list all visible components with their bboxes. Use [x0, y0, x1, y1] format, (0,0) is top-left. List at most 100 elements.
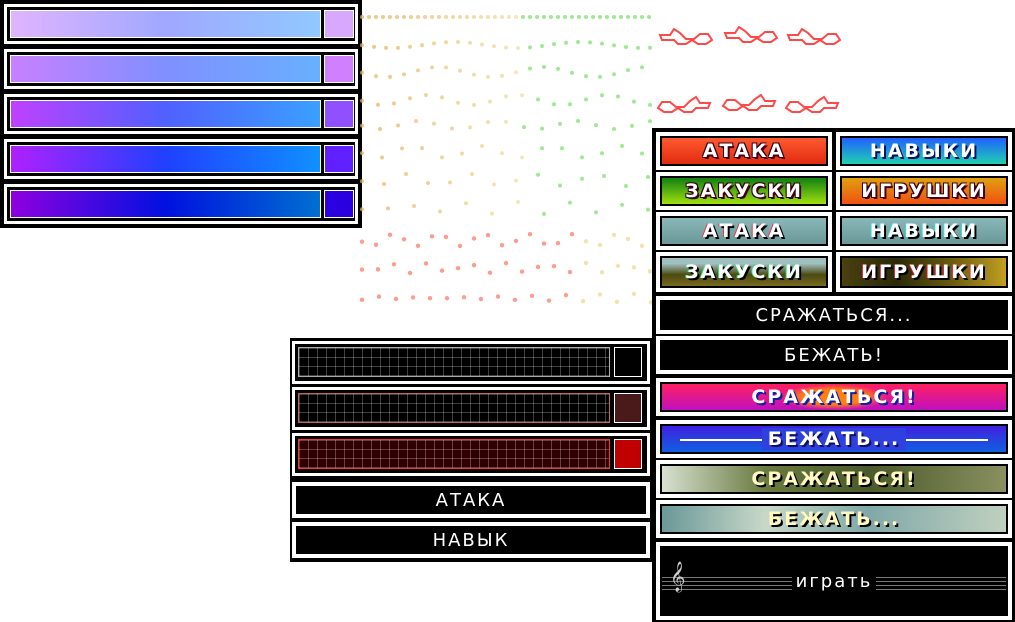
run-button-dark[interactable]: БЕЖАТЬ! — [656, 336, 1012, 374]
wave-dot — [443, 234, 449, 240]
grid-bar — [292, 341, 650, 384]
wave-dot — [560, 146, 564, 151]
wave-dot — [374, 74, 378, 79]
wave-dot — [520, 93, 524, 98]
wave-dot — [540, 126, 544, 131]
wave-dot — [396, 123, 400, 128]
snacks-button-green[interactable]: ЗАКУСКИ — [656, 172, 832, 210]
wave-dot — [412, 203, 416, 208]
skills-button-photo[interactable]: НАВЫКИ — [836, 212, 1012, 250]
play-button[interactable]: 𝄞 играть — [656, 542, 1012, 620]
wave-dot — [612, 72, 616, 77]
color-swatch — [324, 10, 354, 38]
wave-dot — [514, 70, 518, 75]
wave-dot — [597, 242, 603, 248]
wave-dot — [588, 40, 592, 45]
wave-dot — [458, 15, 462, 19]
wave-dot — [432, 41, 436, 46]
wave-dot — [646, 207, 650, 212]
wave-dot — [611, 232, 617, 238]
fight-button-color[interactable]: СРАЖАТЬСЯ! — [656, 378, 1012, 416]
wave-dot — [626, 68, 630, 73]
skill-button-dark[interactable]: НАВЫК — [292, 522, 650, 558]
wave-dot — [472, 72, 476, 77]
wave-dot — [616, 94, 620, 99]
wave-dot — [567, 269, 573, 275]
wave-dot — [423, 15, 427, 19]
wave-dot — [580, 176, 584, 181]
wave-dot — [437, 15, 441, 19]
wave-dot — [542, 15, 546, 19]
wave-dot — [648, 102, 652, 107]
hand-squiggles — [656, 25, 842, 113]
wave-dot — [504, 94, 508, 99]
wave-dot — [633, 15, 637, 19]
attack-button-red[interactable]: АТАКА — [656, 132, 832, 170]
wave-dot — [527, 231, 533, 237]
snacks-button-photo[interactable]: ЗАКУСКИ — [656, 252, 832, 292]
wave-dot — [456, 100, 460, 105]
fight-button-dark[interactable]: СРАЖАТЬСЯ... — [656, 296, 1012, 334]
fight-button-photo[interactable]: СРАЖАТЬСЯ! — [656, 460, 1012, 498]
wave-dot — [416, 68, 420, 73]
wave-dot — [646, 174, 650, 179]
wave-dot — [583, 239, 589, 244]
hand-squiggle-icon — [786, 27, 842, 45]
wave-dot — [598, 74, 602, 79]
attack-button-dark[interactable]: АТАКА — [292, 482, 650, 518]
wave-dot — [457, 243, 463, 249]
wave-dot — [640, 65, 644, 70]
wave-dot — [580, 155, 584, 160]
dark-bars-panel: АТАКА НАВЫК — [290, 338, 652, 562]
wave-dot — [479, 15, 483, 19]
button-panel: АТАКА НАВЫКИ ЗАКУСКИ ИГРУШКИ АТАКА НАВЫК… — [652, 128, 1015, 622]
attack-button-photo[interactable]: АТАКА — [656, 212, 832, 250]
fight-label: СРАЖАТЬСЯ! — [751, 386, 917, 408]
wave-dot — [549, 15, 553, 19]
wave-dot — [625, 236, 631, 242]
wave-dot — [584, 97, 588, 102]
wave-dot — [458, 68, 462, 73]
wave-dot — [552, 42, 556, 47]
wave-dot — [612, 43, 616, 48]
play-label: играть — [791, 570, 877, 592]
run-button-color[interactable]: БЕЖАТЬ... — [656, 420, 1012, 458]
wave-dot — [624, 183, 628, 188]
wave-dot — [360, 239, 365, 244]
wave-dot — [584, 74, 588, 79]
wave-dot — [632, 99, 636, 104]
wave-dot — [360, 207, 364, 212]
wave-dot — [360, 98, 364, 103]
wave-dot — [380, 155, 384, 160]
wave-dot — [480, 42, 484, 47]
wave-dot — [620, 202, 624, 207]
wave-dot — [568, 102, 572, 107]
wave-dot — [624, 45, 628, 50]
wave-dot — [584, 15, 588, 19]
wave-dot — [486, 120, 490, 125]
wave-dot — [564, 40, 568, 45]
run-button-photo[interactable]: БЕЖАТЬ... — [656, 500, 1012, 538]
toys-label: ИГРУШКИ — [861, 180, 987, 202]
wave-dot — [464, 201, 468, 206]
wave-dot — [514, 15, 518, 19]
wave-dot — [555, 240, 561, 246]
wave-dot — [546, 298, 552, 303]
wave-dot — [540, 146, 544, 151]
wave-dot — [507, 15, 511, 19]
wave-dot — [470, 172, 474, 177]
wave-dot — [410, 295, 416, 300]
skills-button-blue[interactable]: НАВЫКИ — [836, 132, 1012, 170]
wave-dot — [360, 70, 364, 75]
wave-dot — [376, 102, 380, 107]
wave-dot — [360, 43, 364, 48]
wave-dot — [492, 182, 496, 187]
toys-button-photo[interactable]: ИГРУШКИ — [836, 252, 1012, 292]
gradient-fill — [10, 145, 321, 173]
wave-dot — [490, 211, 494, 216]
hand-squiggle-icon — [784, 95, 840, 113]
wave-dot — [395, 15, 399, 19]
color-swatch — [324, 190, 354, 218]
color-swatch — [614, 347, 642, 377]
toys-button-orange[interactable]: ИГРУШКИ — [836, 172, 1012, 210]
